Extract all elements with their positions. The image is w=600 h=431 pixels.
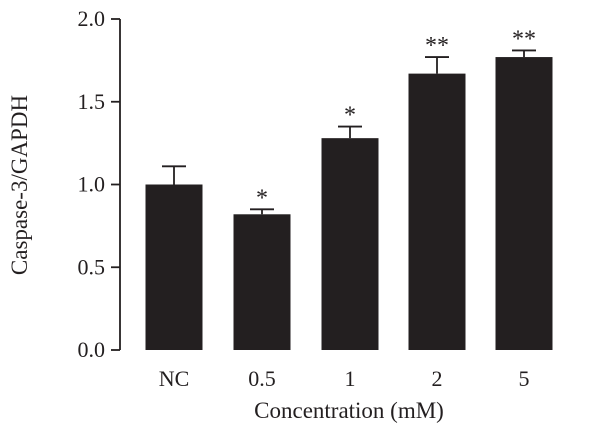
x-tick-labels: NC 0.5 1 2 5 bbox=[159, 366, 530, 391]
x-axis-title: Concentration (mM) bbox=[254, 398, 444, 423]
x-tick-label: NC bbox=[159, 366, 190, 391]
bar bbox=[145, 184, 203, 350]
y-axis-title: Caspase-3/GAPDH bbox=[7, 95, 32, 275]
significance-label: * bbox=[256, 185, 268, 211]
x-tick-label: 5 bbox=[519, 366, 530, 391]
significance-label: ** bbox=[512, 26, 536, 52]
x-tick-label: 2 bbox=[432, 366, 443, 391]
axes: 0.0 0.5 1.0 1.5 2.0 bbox=[78, 6, 121, 362]
x-tick-label: 1 bbox=[345, 366, 356, 391]
significance-label: ** bbox=[425, 33, 449, 59]
significance-label: * bbox=[344, 103, 356, 129]
y-tick-label: 1.5 bbox=[78, 89, 106, 114]
bar bbox=[321, 138, 379, 350]
y-ticks: 0.0 0.5 1.0 1.5 2.0 bbox=[78, 6, 120, 362]
bars: **** ** bbox=[145, 26, 553, 351]
bar bbox=[495, 57, 553, 350]
y-tick-label: 1.0 bbox=[78, 172, 106, 197]
bar bbox=[408, 73, 466, 351]
y-tick-label: 0.5 bbox=[78, 254, 106, 279]
y-tick-label: 0.0 bbox=[78, 337, 106, 362]
x-tick-label: 0.5 bbox=[248, 366, 276, 391]
bar bbox=[233, 214, 291, 350]
y-tick-label: 2.0 bbox=[78, 6, 106, 31]
